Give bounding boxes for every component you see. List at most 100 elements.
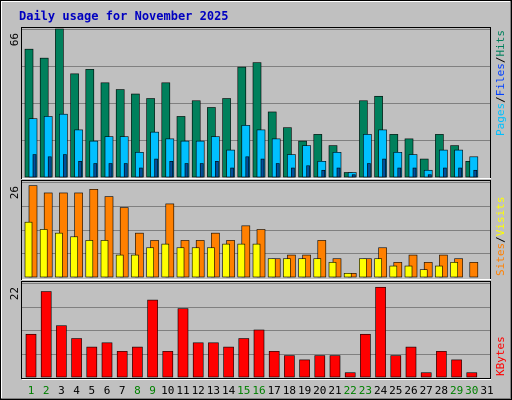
x-label-day-26: 26 [404, 384, 417, 397]
side-bottom-part-0: KBytes [494, 336, 507, 376]
sites-bar-day-28 [435, 265, 443, 278]
visits-panel-ymax-label: 26 [8, 186, 21, 199]
pages-bar-day-29 [458, 167, 462, 178]
pages-bar-day-7 [123, 163, 128, 178]
sites-bar-day-20 [313, 258, 322, 278]
x-label-day-14: 14 [222, 384, 236, 397]
x-label-day-17: 17 [268, 384, 281, 397]
kbytes-bar-day-7 [116, 351, 128, 378]
side-top-part-2: Files [494, 63, 507, 96]
pages-bar-day-3 [63, 154, 67, 178]
x-label-day-4: 4 [73, 384, 80, 397]
kbytes-bar-day-19 [299, 359, 310, 378]
kbytes-bar-day-29 [451, 359, 462, 378]
pages-bar-day-30 [473, 169, 478, 178]
sites-bar-day-2 [39, 229, 48, 278]
pages-bar-day-27 [427, 174, 432, 178]
x-label-day-11: 11 [176, 384, 189, 397]
kbytes-bar-day-18 [284, 355, 295, 378]
visits-bar-day-4 [74, 192, 83, 278]
visits-bar-day-5 [89, 189, 99, 278]
sites-bar-day-13 [207, 247, 215, 278]
pages-bar-day-22 [351, 174, 356, 178]
sites-bar-day-5 [85, 240, 94, 278]
pages-bar-day-14 [230, 167, 234, 178]
kbytes-bar-day-28 [436, 351, 447, 378]
x-label-day-2: 2 [43, 384, 50, 397]
x-label-day-23: 23 [359, 384, 372, 397]
kbytes-bar-day-25 [390, 355, 402, 378]
kbytes-bar-day-24 [375, 286, 386, 378]
x-label-day-1: 1 [28, 384, 35, 397]
x-label-day-3: 3 [58, 384, 65, 397]
sites-bar-day-17 [267, 258, 276, 278]
pages-bar-day-23 [367, 163, 371, 178]
kbytes-bar-day-12 [192, 342, 204, 378]
side-top-part-4: Hits [494, 30, 507, 57]
sites-bar-day-12 [191, 247, 200, 278]
pages-bar-day-6 [108, 163, 113, 178]
pages-bar-day-11 [184, 163, 189, 178]
chart-title: Daily usage for November 2025 [19, 9, 229, 23]
x-label-day-22: 22 [344, 384, 357, 397]
pages-bar-day-8 [139, 167, 143, 178]
x-label-day-7: 7 [119, 384, 126, 397]
x-label-day-13: 13 [207, 384, 220, 397]
kbytes-bar-day-10 [162, 351, 174, 378]
x-label-day-16: 16 [252, 384, 265, 397]
sites-bar-day-6 [100, 240, 109, 278]
x-label-day-21: 21 [328, 384, 341, 397]
x-label-day-9: 9 [149, 384, 156, 397]
x-label-day-31: 31 [480, 384, 493, 397]
x-label-day-30: 30 [465, 384, 478, 397]
x-label-day-12: 12 [192, 384, 205, 397]
kbytes-bar-day-17 [268, 351, 280, 378]
kbytes-bar-day-9 [147, 299, 158, 378]
kbytes-bar-day-4 [71, 338, 82, 378]
x-label-day-20: 20 [313, 384, 326, 397]
chart-bars [24, 28, 479, 378]
visits-bar-day-30 [469, 262, 479, 278]
sites-bar-day-15 [237, 243, 246, 278]
sites-bar-day-10 [161, 243, 170, 278]
x-label-day-27: 27 [420, 384, 433, 397]
legend-kbytes: KBytes [494, 336, 507, 376]
pages-bar-day-17 [275, 163, 280, 178]
kbytes-bar-day-3 [56, 325, 67, 378]
pages-bar-day-4 [78, 161, 82, 178]
side-top-part-1: / [494, 96, 507, 103]
kbytes-bar-day-27 [420, 372, 432, 378]
sites-bar-day-14 [222, 243, 230, 278]
x-label-day-24: 24 [374, 384, 388, 397]
kbytes-bar-day-21 [329, 355, 341, 378]
side-top-part-0: Pages [494, 103, 507, 136]
pages-bar-day-28 [443, 167, 447, 178]
x-label-day-6: 6 [104, 384, 111, 397]
x-label-day-15: 15 [237, 384, 250, 397]
sites-bar-day-29 [450, 262, 458, 278]
kbytes-bar-day-2 [40, 291, 52, 378]
kbytes-panel-ymax-label: 22 [8, 287, 21, 300]
sites-bar-day-4 [70, 236, 78, 278]
panel-frames [21, 27, 491, 380]
kbytes-bar-day-11 [177, 308, 189, 378]
pages-bar-day-26 [412, 167, 417, 178]
kbytes-bar-day-15 [238, 338, 250, 378]
pages-bar-day-2 [47, 156, 52, 178]
sites-bar-day-25 [389, 265, 398, 278]
kbytes-bar-day-8 [132, 346, 143, 378]
pages-bar-day-15 [245, 156, 250, 178]
side-middle-part-1: / [494, 236, 507, 243]
pages-bar-day-13 [215, 161, 219, 178]
pages-bar-day-16 [260, 158, 265, 178]
sites-bar-day-11 [176, 247, 185, 278]
sites-bar-day-16 [252, 243, 261, 278]
hits-panel-ymax-label: 66 [8, 33, 21, 46]
pages-bar-day-10 [169, 161, 174, 178]
x-label-day-19: 19 [298, 384, 311, 397]
kbytes-bar-day-1 [25, 333, 37, 378]
pages-bar-day-12 [199, 163, 204, 178]
x-label-day-5: 5 [88, 384, 95, 397]
